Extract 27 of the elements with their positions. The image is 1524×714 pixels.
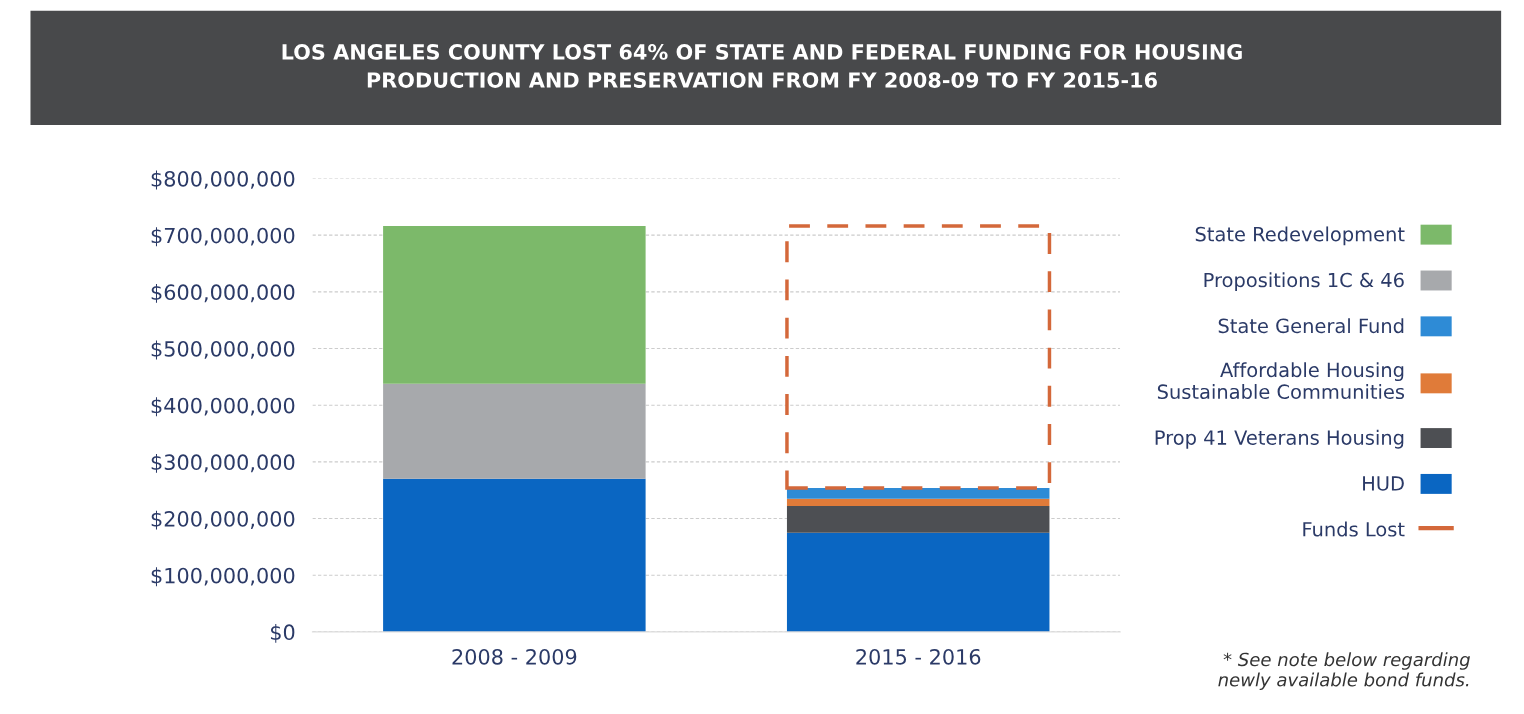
y-tick-label: $700,000,000 [151, 227, 295, 247]
bar [383, 383, 646, 479]
bar [786, 498, 1050, 507]
y-tick-label: $200,000,000 [151, 510, 295, 530]
y-tick-label: $100,000,000 [151, 567, 295, 587]
x-tick-label: 2015 - 2016 [856, 648, 981, 665]
bar [786, 487, 1050, 499]
y-tick-label: $800,000,000 [151, 170, 295, 190]
legend-label: Prop 41 Veterans Housing [1155, 429, 1404, 449]
legend-label: Affordable Housing Sustainable Communities [1157, 362, 1405, 400]
legend-label: State Redevelopment [1195, 226, 1405, 246]
bar [786, 506, 1050, 533]
legend-label: State General Fund [1218, 318, 1404, 334]
bar [786, 532, 1050, 632]
legend-label: Propositions 1C & 46 [1204, 272, 1404, 292]
legend-label: Funds Lost [1303, 521, 1405, 537]
bar [383, 226, 646, 384]
y-tick-label: $400,000,000 [151, 397, 295, 417]
y-tick-label: $500,000,000 [151, 340, 295, 360]
text: * See note below regarding newly available bond funds. [1218, 652, 1470, 691]
y-tick-label: $0 [270, 623, 295, 643]
x-tick-label: 2008 - 2009 [452, 648, 577, 665]
legend-label: HUD [1363, 476, 1404, 491]
bar [383, 478, 646, 632]
y-tick-label: $300,000,000 [151, 453, 295, 473]
y-tick-label: $600,000,000 [151, 283, 295, 303]
chart-title: LOS ANGELES COUNTY LOST 64% OF STATE AND FEDERAL FUNDING FOR HOUSING PRODUCTION AND PRESERVATION FROM FY 2008-09 TO FY 2015-16 [282, 44, 1242, 88]
